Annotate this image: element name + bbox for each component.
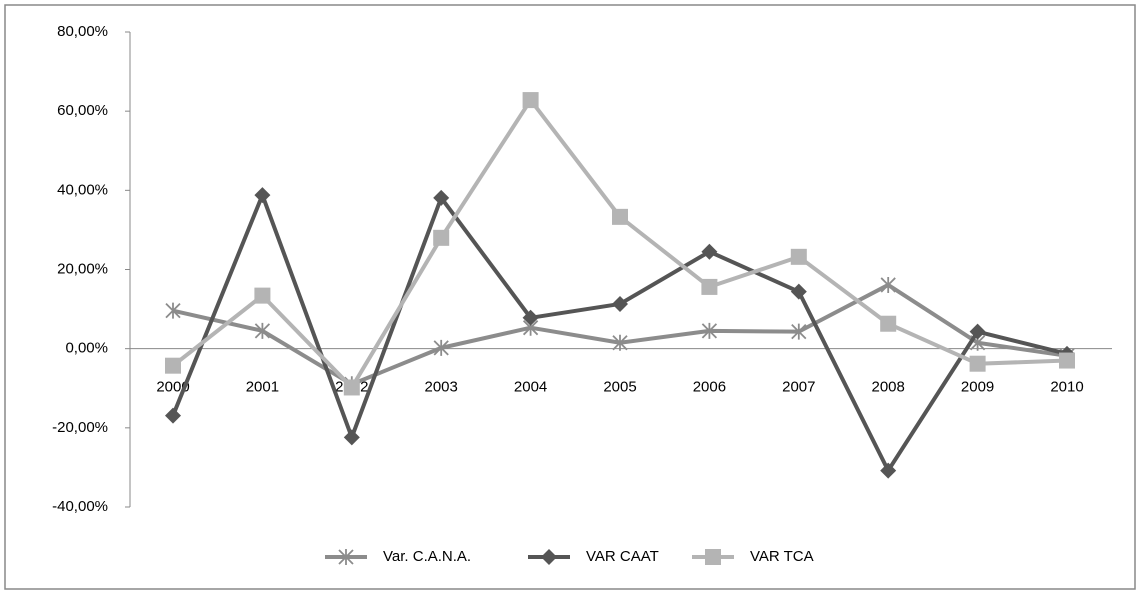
marker bbox=[969, 323, 986, 340]
y-tick-label: 80,00% bbox=[57, 23, 108, 40]
x-tick-label: 2010 bbox=[1050, 379, 1083, 396]
y-tick-label: 40,00% bbox=[57, 181, 108, 198]
marker bbox=[433, 189, 450, 206]
marker bbox=[254, 322, 271, 339]
chart-frame bbox=[4, 4, 1136, 590]
marker bbox=[254, 287, 271, 304]
marker bbox=[701, 278, 718, 295]
marker bbox=[165, 357, 181, 374]
marker bbox=[254, 187, 271, 204]
x-tick-label: 2006 bbox=[693, 379, 726, 396]
marker bbox=[165, 407, 181, 424]
marker bbox=[165, 302, 181, 319]
legend-label: VAR TCA bbox=[750, 548, 814, 565]
legend-label: VAR CAAT bbox=[586, 548, 659, 565]
marker bbox=[880, 276, 896, 293]
marker bbox=[791, 323, 807, 340]
marker bbox=[880, 462, 897, 479]
y-tick-label: -40,00% bbox=[52, 498, 108, 515]
marker bbox=[705, 549, 721, 565]
x-tick-label: 2001 bbox=[246, 379, 279, 396]
marker bbox=[790, 283, 807, 300]
marker bbox=[433, 339, 449, 356]
marker bbox=[343, 379, 360, 396]
marker bbox=[338, 549, 354, 565]
marker bbox=[522, 309, 539, 326]
marker bbox=[433, 229, 450, 246]
marker bbox=[969, 355, 986, 372]
marker bbox=[522, 92, 539, 109]
marker bbox=[343, 429, 360, 446]
marker bbox=[701, 243, 718, 260]
x-tick-label: 2004 bbox=[514, 379, 547, 396]
y-tick-label: -20,00% bbox=[52, 419, 108, 436]
marker bbox=[701, 322, 718, 339]
legend-label: Var. C.A.N.A. bbox=[383, 548, 471, 565]
marker bbox=[612, 334, 628, 351]
marker bbox=[541, 549, 557, 565]
y-tick-label: 60,00% bbox=[57, 102, 108, 119]
marker bbox=[1059, 352, 1075, 369]
x-tick-label: 2007 bbox=[782, 379, 815, 396]
x-tick-label: 2008 bbox=[872, 379, 905, 396]
x-tick-label: 2009 bbox=[961, 379, 994, 396]
x-tick-label: 2005 bbox=[603, 379, 636, 396]
marker bbox=[880, 315, 897, 332]
marker bbox=[790, 248, 807, 265]
marker bbox=[612, 208, 628, 225]
marker bbox=[612, 295, 628, 312]
x-tick-label: 2003 bbox=[425, 379, 458, 396]
y-tick-label: 20,00% bbox=[57, 260, 108, 277]
y-tick-label: 0,00% bbox=[65, 340, 108, 357]
